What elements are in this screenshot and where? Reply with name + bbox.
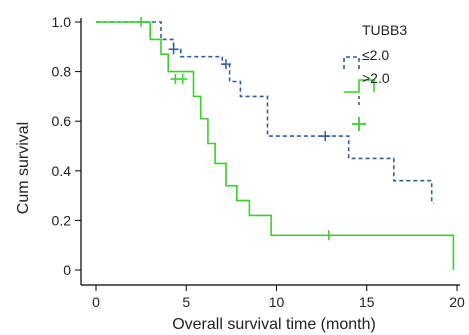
series-line-2 xyxy=(96,21,455,270)
x-tick-label: 20 xyxy=(449,294,465,310)
censor-mark xyxy=(136,17,147,27)
legend-label-2: >2.0 xyxy=(362,70,390,86)
legend-label-1: ≤2.0 xyxy=(362,47,389,63)
censor-mark xyxy=(323,230,334,241)
y-tick-label: 0.8 xyxy=(52,64,72,80)
y-tick-label: 1.0 xyxy=(52,14,72,30)
censor-mark xyxy=(220,59,231,70)
censor-mark xyxy=(320,131,331,142)
plot-area xyxy=(96,17,455,270)
legend-items: ≤2.0 >2.0 xyxy=(343,47,390,131)
legend-sample-2 xyxy=(344,79,375,93)
x-tick-label: 5 xyxy=(182,294,190,310)
censor-mark xyxy=(168,44,179,55)
y-tick-label: 0.6 xyxy=(52,113,72,129)
x-axis-label: Overall survival time (month) xyxy=(172,316,376,333)
y-tick-label: 0.4 xyxy=(52,163,72,179)
axes: 0 5 10 15 20 0 0.2 0.4 0.6 0.8 1.0 xyxy=(52,14,465,310)
x-tick-label: 10 xyxy=(269,294,285,310)
legend: TUBB3 ≤2.0 >2.0 xyxy=(343,22,407,131)
y-tick-label: 0 xyxy=(63,262,71,278)
censor-mark xyxy=(177,74,188,85)
legend-sample-1 xyxy=(343,56,360,69)
legend-title: TUBB3 xyxy=(362,22,407,38)
x-tick-label: 15 xyxy=(359,294,375,310)
legend-censor-sample xyxy=(352,117,366,131)
x-tick-label: 0 xyxy=(92,294,100,310)
y-axis-label: Cum survival xyxy=(15,122,32,214)
y-tick-label: 0.2 xyxy=(52,212,72,228)
